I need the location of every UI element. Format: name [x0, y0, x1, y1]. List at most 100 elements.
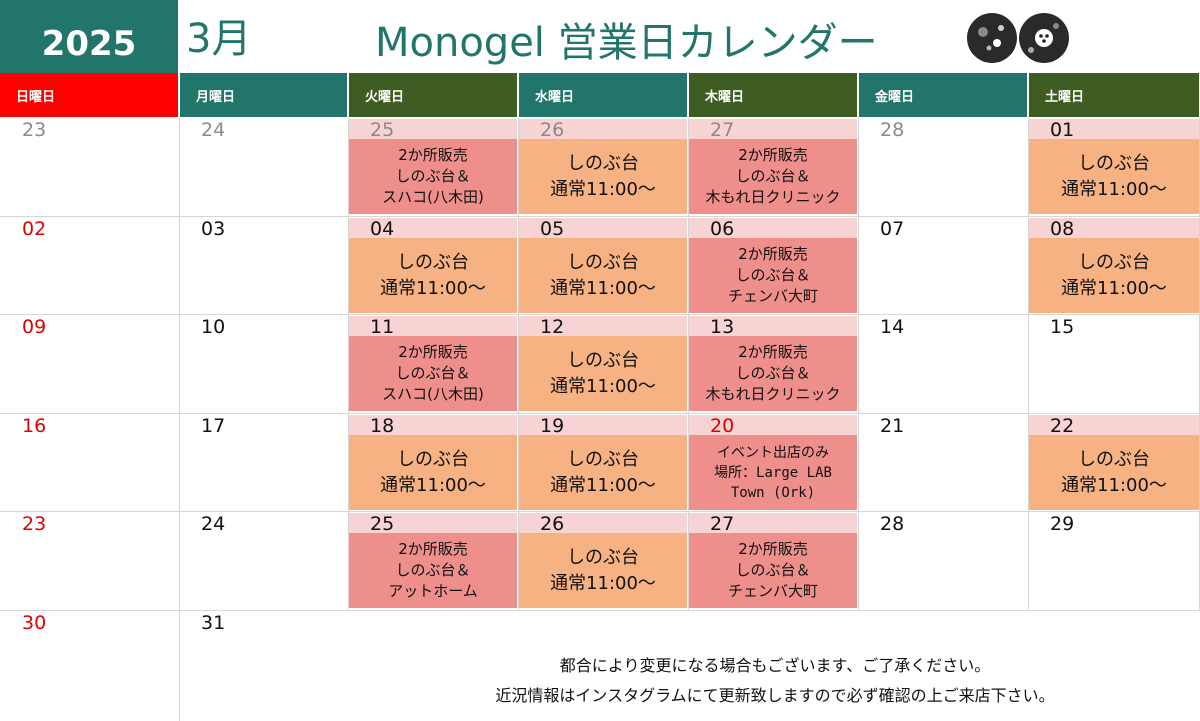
event-line: 2か所販売	[398, 146, 468, 164]
weekday-header: 日曜日	[0, 73, 178, 117]
event-sale[interactable]: 2か所販売 しのぶ台＆ チェンバ大町	[689, 533, 857, 608]
event-line: 通常11:00〜	[550, 375, 656, 397]
date-number: 28	[880, 119, 905, 141]
date-number: 09	[22, 316, 47, 338]
date-number: 13	[710, 316, 735, 338]
event-sale[interactable]: 2か所販売 しのぶ台＆ 木もれ日クリニック	[689, 336, 857, 411]
event-line: 2か所販売	[398, 343, 468, 361]
date-number: 14	[880, 316, 905, 338]
event-line: しのぶ台	[567, 251, 639, 273]
event-shop[interactable]: しのぶ台 通常11:00〜	[1029, 139, 1199, 214]
footer-note-2: 近況情報はインスタグラムにて更新致しますので必ず確認の上ご来店下さい。	[495, 686, 1055, 705]
date-number: 30	[22, 612, 47, 634]
event-shop[interactable]: しのぶ台 通常11:00〜	[349, 435, 517, 510]
date-highlight	[689, 119, 857, 139]
event-line: スハコ(八木田)	[382, 385, 484, 403]
event-shop[interactable]: しのぶ台 通常11:00〜	[519, 139, 687, 214]
date-highlight	[519, 218, 687, 238]
event-line: しのぶ台＆	[735, 266, 811, 284]
date-number: 05	[540, 218, 565, 240]
event-line: しのぶ台	[567, 546, 639, 568]
event-line: Town (Ork)	[730, 484, 816, 501]
event-shop[interactable]: しのぶ台 通常11:00〜	[519, 533, 687, 608]
event-line: 通常11:00〜	[380, 474, 486, 496]
event-line: スハコ(八木田)	[382, 188, 484, 206]
event-line: しのぶ台＆	[735, 364, 811, 382]
grid-line	[0, 511, 1200, 512]
date-highlight	[349, 415, 517, 435]
event-line: 2か所販売	[738, 343, 808, 361]
event-shop[interactable]: しのぶ台通常11:00〜	[519, 435, 687, 510]
event-shop[interactable]: しのぶ台 通常11:00〜	[349, 238, 517, 313]
date-number: 02	[22, 218, 47, 240]
date-number: 11	[370, 316, 395, 338]
date-number: 31	[201, 612, 226, 634]
date-number: 21	[880, 415, 905, 437]
date-highlight	[519, 415, 687, 435]
event-line: しのぶ台＆	[395, 364, 471, 382]
date-highlight	[519, 316, 687, 336]
event-line: 2か所販売	[738, 146, 808, 164]
grid-line	[0, 216, 1200, 217]
date-number: 25	[370, 513, 395, 535]
event-line: 木もれ日クリニック	[705, 188, 841, 206]
grid-line	[179, 117, 180, 721]
grid-line	[0, 314, 1200, 315]
event-sale[interactable]: 2か所販売 しのぶ台＆ チェンバ大町	[689, 238, 857, 313]
event-line: 2か所販売	[398, 540, 468, 558]
date-highlight	[349, 119, 517, 139]
date-number: 03	[201, 218, 226, 240]
year-badge: 2025	[0, 0, 178, 73]
date-number: 28	[880, 513, 905, 535]
monogel-logo-icon	[967, 13, 1069, 63]
event-line: イベント出店のみ	[717, 444, 829, 461]
event-line: しのぶ台＆	[735, 167, 811, 185]
event-line: しのぶ台	[1078, 251, 1150, 273]
grid-line	[0, 610, 1200, 611]
weekday-header: 木曜日	[689, 73, 857, 117]
month-label: 3月	[186, 16, 252, 62]
event-line: しのぶ台	[567, 152, 639, 174]
date-highlight	[519, 119, 687, 139]
date-highlight	[1029, 218, 1199, 238]
event-info[interactable]: イベント出店のみ 場所：Large LAB Town (Ork)	[689, 435, 857, 510]
date-number: 04	[370, 218, 395, 240]
footer-note-1: 都合により変更になる場合もございます、ご了承ください。	[559, 656, 991, 675]
event-shop[interactable]: しのぶ台 通常11:00〜	[519, 336, 687, 411]
event-line: 通常11:00〜	[380, 277, 486, 299]
event-line: 通常11:00〜	[550, 277, 656, 299]
weekday-header: 月曜日	[180, 73, 347, 117]
date-highlight	[519, 513, 687, 533]
weekday-header: 火曜日	[349, 73, 517, 117]
event-line: 2か所販売	[738, 540, 808, 558]
weekday-header: 水曜日	[519, 73, 687, 117]
event-line: 通常11:00〜	[550, 474, 656, 496]
date-number: 27	[710, 119, 735, 141]
event-shop[interactable]: しのぶ台通常11:00〜	[1029, 238, 1199, 313]
date-number: 12	[540, 316, 565, 338]
page-title: Monogel 営業日カレンダー	[375, 20, 878, 66]
event-line: しのぶ台	[567, 448, 639, 470]
event-shop[interactable]: しのぶ台通常11:00〜	[519, 238, 687, 313]
date-number: 24	[201, 119, 226, 141]
event-sale[interactable]: 2か所販売 しのぶ台＆ スハコ(八木田)	[349, 139, 517, 214]
event-line: 通常11:00〜	[1061, 277, 1167, 299]
date-number: 26	[540, 119, 565, 141]
date-number: 25	[370, 119, 395, 141]
weekday-header: 土曜日	[1029, 73, 1199, 117]
date-number: 08	[1050, 218, 1075, 240]
event-sale[interactable]: 2か所販売 しのぶ台＆ アットホーム	[349, 533, 517, 608]
event-line: しのぶ台	[1078, 152, 1150, 174]
event-shop[interactable]: しのぶ台 通常11:00〜	[1029, 435, 1199, 510]
date-highlight	[689, 218, 857, 238]
date-number: 01	[1050, 119, 1075, 141]
event-sale[interactable]: 2か所販売しのぶ台＆ スハコ(八木田)	[349, 336, 517, 411]
date-number: 10	[201, 316, 226, 338]
date-highlight	[349, 316, 517, 336]
date-number: 20	[710, 415, 735, 437]
weekday-header: 金曜日	[859, 73, 1027, 117]
date-highlight	[1029, 119, 1199, 139]
event-sale[interactable]: 2か所販売しのぶ台＆ 木もれ日クリニック	[689, 139, 857, 214]
date-highlight	[689, 316, 857, 336]
date-number: 16	[22, 415, 47, 437]
